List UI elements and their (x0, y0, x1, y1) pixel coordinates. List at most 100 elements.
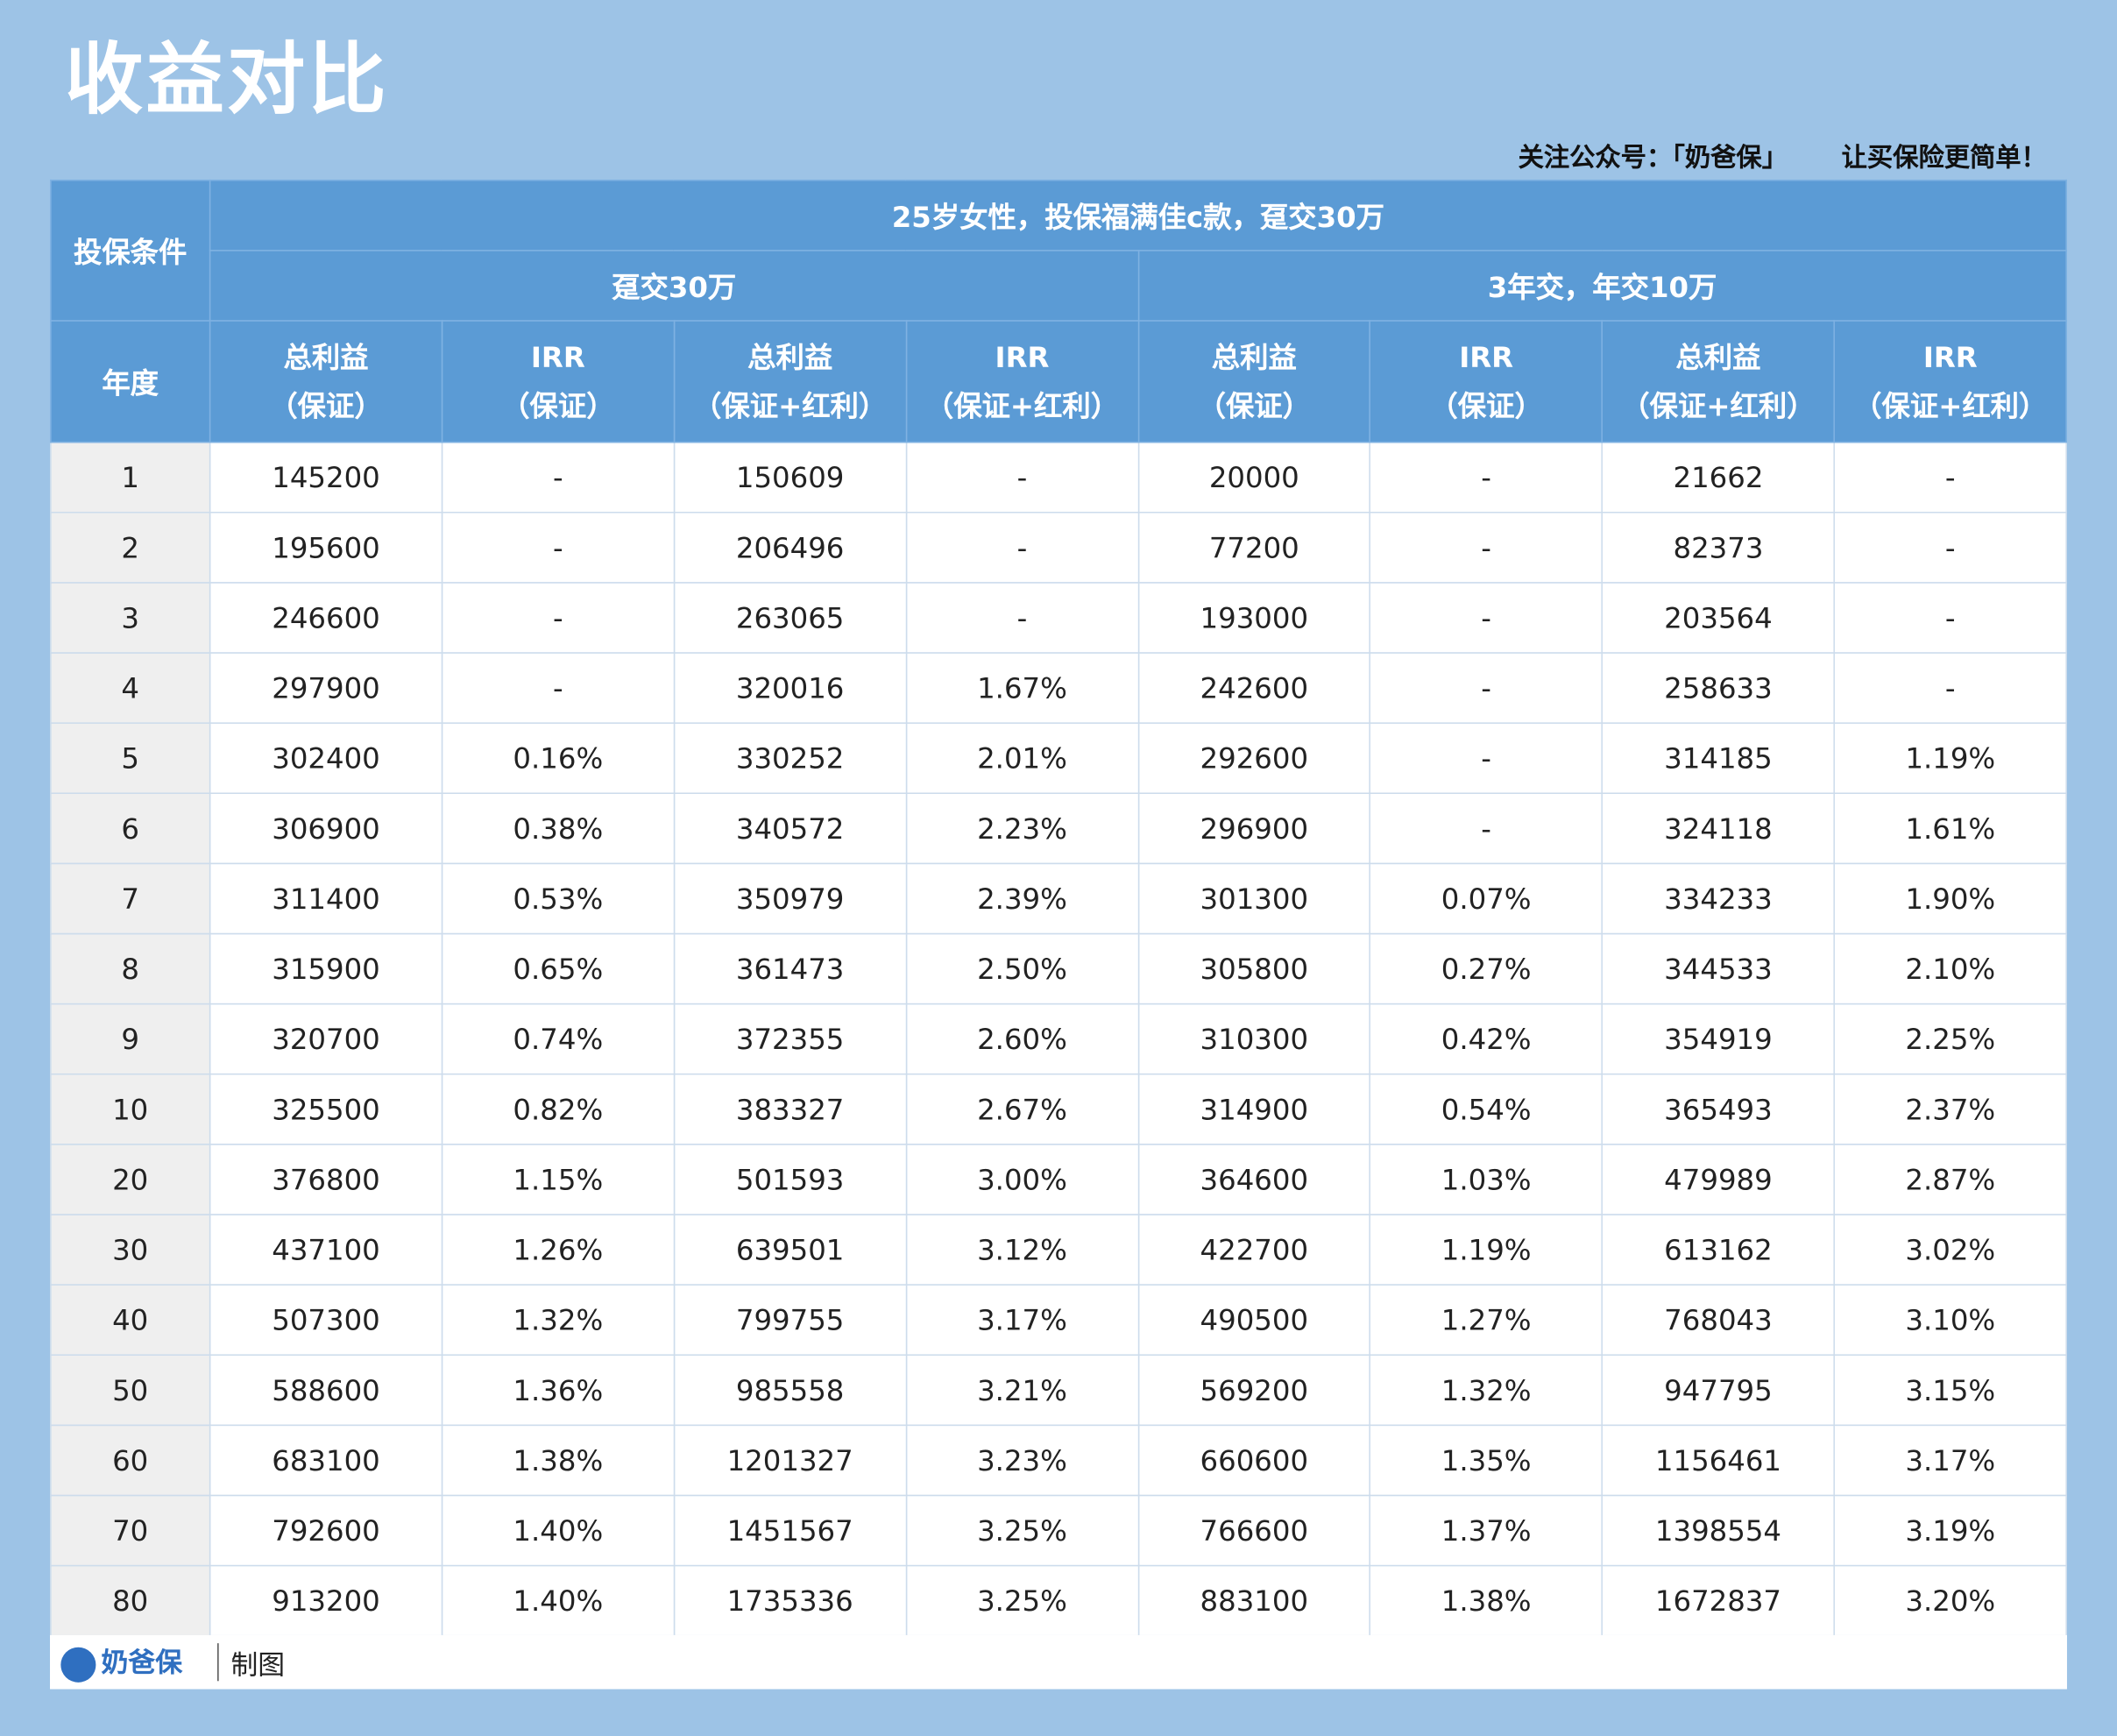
cell: 3.19% (1833, 1494, 2067, 1567)
cell: 2.50% (905, 932, 1139, 1005)
column-header-line: 总利益 (1211, 341, 1297, 374)
cell: 1.67% (905, 652, 1139, 724)
column-header-line: IRR (1459, 341, 1514, 374)
header-row: 年度 总利益 （保证） IRR （保证） 总利益 （保证+红利） IRR （保证+红利） 总利益 （… (50, 320, 2067, 443)
column-header: IRR （保证+红利） (905, 320, 1139, 443)
cell: 3.25% (905, 1564, 1139, 1637)
cell: - (905, 441, 1139, 514)
corner-header: 投保条件 (50, 179, 211, 322)
cell: 383327 (673, 1073, 907, 1145)
cell: - (905, 582, 1139, 654)
column-header-line: （保证+红利） (693, 389, 888, 422)
column-header: 总利益 （保证+红利） (1601, 320, 1836, 443)
cell: 145200 (209, 441, 443, 514)
column-header-line: （保证） (1197, 389, 1312, 422)
cell: 3.23% (905, 1424, 1139, 1497)
cell: 1.15% (441, 1144, 676, 1215)
data-row: 40 507300 1.32% 799755 3.17% 490500 1.27% 76804… (50, 1284, 2067, 1356)
cell: 258633 (1601, 652, 1836, 724)
year-cell: 3 (50, 582, 211, 654)
cell: 1.36% (441, 1354, 676, 1427)
cell: 1672837 (1601, 1564, 1836, 1637)
subtitle: 关注公众号：「奶爸保」 让买保险更简单！ (1519, 138, 2047, 174)
cell: 306900 (209, 792, 443, 865)
cell: 507300 (209, 1284, 443, 1356)
cell: 311400 (209, 862, 443, 935)
column-header: 总利益 （保证+红利） (673, 320, 907, 443)
header-row: 趸交30万 3年交，年交10万 (51, 250, 2067, 322)
cell: 0.82% (441, 1073, 676, 1145)
column-header: IRR （保证） (1369, 320, 1604, 443)
cell: 3.10% (1833, 1284, 2067, 1356)
cell: 1.40% (441, 1564, 676, 1637)
cell: 2.10% (1833, 932, 2067, 1005)
cell: - (1369, 441, 1604, 514)
data-row: 60 683100 1.38% 1201327 3.23% 660600 1.35% 1156… (50, 1424, 2067, 1497)
cell: - (441, 511, 676, 584)
cell: 3.15% (1833, 1354, 2067, 1427)
cell: 2.39% (905, 862, 1139, 935)
cell: 344533 (1601, 932, 1836, 1005)
cell: 297900 (209, 652, 443, 724)
cell: 1.32% (1369, 1354, 1604, 1427)
cell: 1.03% (1369, 1144, 1604, 1215)
cell: 0.53% (441, 862, 676, 935)
cell: - (905, 511, 1139, 584)
year-cell: 80 (50, 1564, 211, 1637)
column-header-line: （保证+红利） (1853, 389, 2048, 422)
year-cell: 30 (50, 1214, 211, 1286)
cell: 242600 (1137, 652, 1371, 724)
cell: 350979 (673, 862, 907, 935)
cell: 1.37% (1369, 1494, 1604, 1567)
column-header: 总利益 （保证） (1137, 320, 1371, 443)
cell: 3.00% (905, 1144, 1139, 1215)
cell: 1.19% (1369, 1214, 1604, 1286)
cell: 1.32% (441, 1284, 676, 1356)
cell: 437100 (209, 1214, 443, 1286)
column-header: IRR （保证+红利） (1833, 320, 2067, 443)
column-header-line: 总利益 (747, 341, 833, 374)
cell: - (1833, 511, 2067, 584)
cell: 364600 (1137, 1144, 1371, 1215)
cell: 883100 (1137, 1564, 1371, 1637)
data-row: 8 315900 0.65% 361473 2.50% 305800 0.27% 344533… (50, 932, 2067, 1005)
cell: 1451567 (673, 1494, 907, 1567)
data-row: 4 297900-320016 1.67% 242600-258633- (50, 652, 2067, 724)
cell: 376800 (209, 1144, 443, 1215)
column-header: IRR （保证） (441, 320, 676, 443)
cell: 3.02% (1833, 1214, 2067, 1286)
cell: 195600 (209, 511, 443, 584)
slogan: 让买保险更简单！ (1841, 143, 2047, 174)
cell: 799755 (673, 1284, 907, 1356)
data-row: 5 302400 0.16% 330252 2.01% 292600-314185 1.19… (50, 722, 2067, 794)
cell: 985558 (673, 1354, 907, 1427)
cell: 150609 (673, 441, 907, 514)
data-row: 7 311400 0.53% 350979 2.39% 301300 0.07% 334233… (50, 862, 2067, 935)
cell: 301300 (1137, 862, 1371, 935)
cell: 3.21% (905, 1354, 1139, 1427)
cell: 82373 (1601, 511, 1836, 584)
cell: 203564 (1601, 582, 1836, 654)
cell: 1.38% (441, 1424, 676, 1497)
cell: 639501 (673, 1214, 907, 1286)
cell: 588600 (209, 1354, 443, 1427)
data-row: 10 325500 0.82% 383327 2.67% 314900 0.54% 36549… (50, 1073, 2067, 1145)
cell: 334233 (1601, 862, 1836, 935)
data-row: 2 195600-206496-77200-82373- (50, 511, 2067, 584)
footer-note: 制图 (230, 1648, 286, 1682)
cell: 2.37% (1833, 1073, 2067, 1145)
cell: 193000 (1137, 582, 1371, 654)
cell: 3.12% (905, 1214, 1139, 1286)
cell: 302400 (209, 722, 443, 794)
cell: 0.16% (441, 722, 676, 794)
cell: 766600 (1137, 1494, 1371, 1567)
cell: - (1369, 511, 1604, 584)
cell: 1.90% (1833, 862, 2067, 935)
cell: 320016 (673, 652, 907, 724)
cell: 1.40% (441, 1494, 676, 1567)
cell: 310300 (1137, 1003, 1371, 1075)
cell: 683100 (209, 1424, 443, 1497)
cell: 490500 (1137, 1284, 1371, 1356)
cell: 296900 (1137, 792, 1371, 865)
